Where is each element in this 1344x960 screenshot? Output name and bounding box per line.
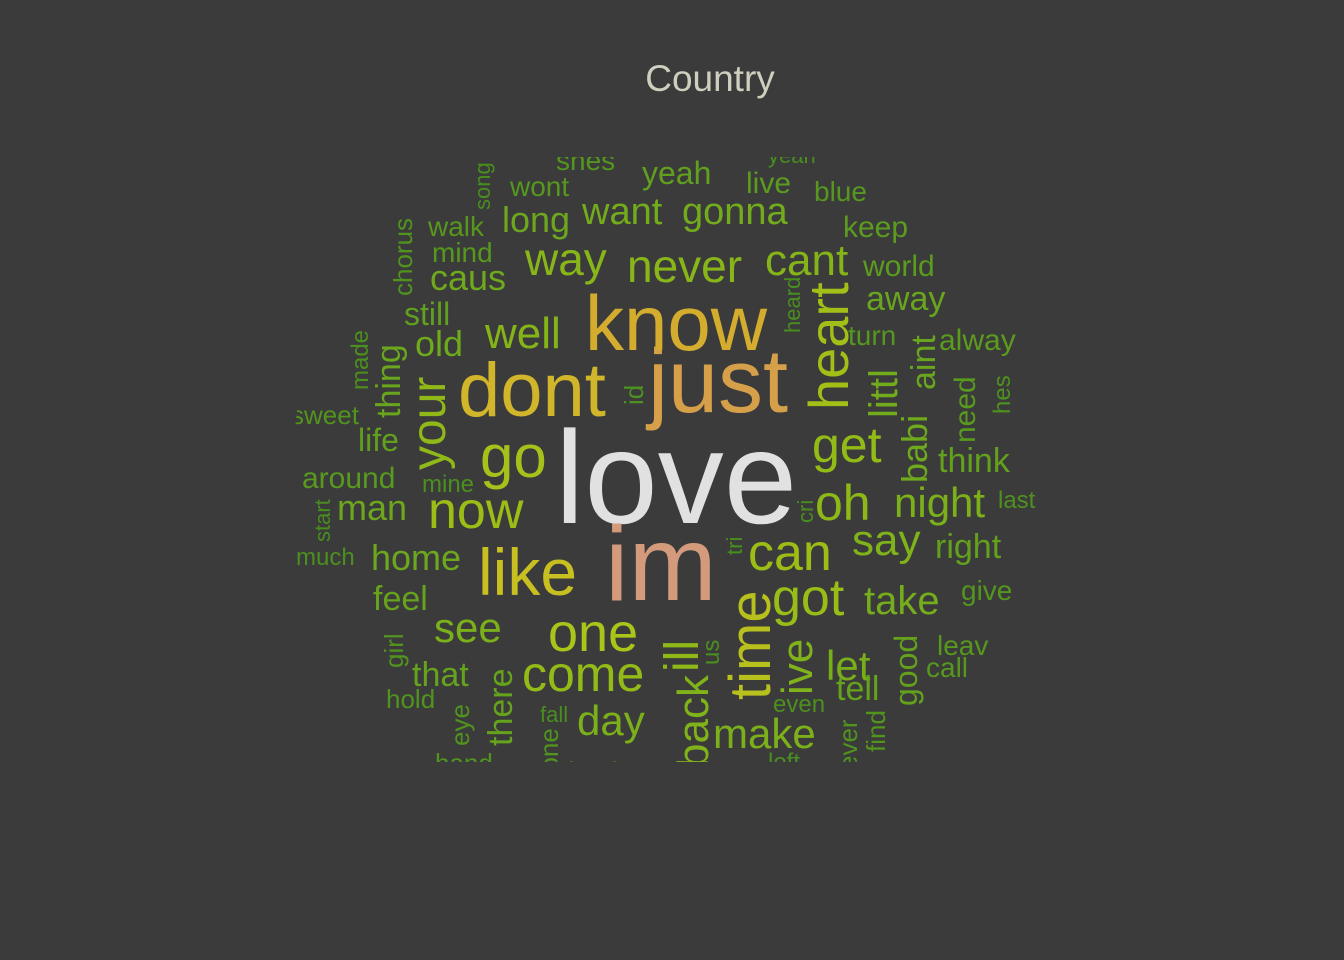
word-right: right: [935, 528, 1002, 566]
word-well: well: [484, 309, 561, 358]
word-eye: eye: [445, 704, 475, 746]
word-oh: oh: [815, 475, 871, 531]
word-want: want: [581, 191, 663, 233]
word-alway: alway: [939, 324, 1016, 357]
word-can: can: [748, 524, 832, 582]
word-life: life: [358, 422, 399, 458]
word-old: old: [415, 323, 463, 364]
word-chorus: chorus: [388, 218, 418, 296]
word-im: im: [605, 505, 717, 623]
word-get: get: [812, 417, 882, 473]
word-turn: turn: [848, 320, 896, 351]
word-let: let: [826, 642, 871, 689]
word-hold: hold: [386, 684, 435, 714]
word-dont: dont: [458, 348, 606, 433]
word-day: day: [577, 697, 645, 744]
word-night: night: [894, 479, 985, 526]
word-heart: heart: [797, 282, 860, 410]
word-girl: girl: [379, 633, 409, 668]
word-sweet: sweet: [291, 400, 360, 430]
word-make: make: [713, 710, 816, 757]
word-gone: gone: [534, 728, 564, 786]
word-hand: hand: [435, 748, 493, 778]
word-say: say: [852, 516, 920, 565]
word-world: world: [862, 250, 935, 283]
word-know: know: [585, 279, 768, 367]
word-even: even: [773, 691, 825, 718]
word-wont: wont: [509, 171, 569, 202]
word-thing: thing: [370, 344, 408, 418]
word-mine: mine: [422, 471, 474, 498]
word-just: just: [645, 332, 788, 432]
word-like: like: [478, 535, 577, 609]
word-ill: ill: [656, 640, 709, 672]
word-yeah: yeah: [768, 143, 816, 168]
word-feel: feel: [373, 580, 428, 618]
word-long: long: [502, 199, 570, 240]
word-one: one: [548, 603, 638, 663]
word-walk: walk: [427, 211, 485, 242]
word-man: man: [337, 487, 407, 528]
word-good: good: [888, 635, 924, 706]
word-there: there: [482, 669, 520, 747]
word-never: never: [627, 240, 742, 292]
word-still: still: [404, 296, 450, 332]
word-ever: ever: [833, 719, 863, 770]
word-look: look: [568, 756, 628, 792]
word-aint: aint: [905, 335, 943, 390]
word-live: live: [746, 167, 791, 200]
word-littl: littl: [862, 369, 906, 418]
word-go: go: [480, 423, 547, 490]
chart-title: Country: [645, 58, 775, 99]
word-babi: babi: [894, 415, 935, 483]
word-id: id: [619, 385, 649, 405]
word-way: way: [524, 233, 607, 285]
word-much: much: [296, 544, 355, 571]
word-give: give: [961, 575, 1012, 606]
word-need: need: [949, 376, 982, 443]
word-now: now: [428, 482, 524, 540]
word-got: got: [772, 569, 845, 627]
word-caus: caus: [430, 257, 506, 298]
word-find: find: [861, 710, 891, 752]
word-blue: blue: [814, 176, 867, 207]
word-us: us: [698, 640, 725, 665]
word-cant: cant: [765, 236, 848, 285]
word-made: made: [347, 330, 374, 390]
word-ive: ive: [773, 639, 822, 695]
word-take: take: [864, 579, 940, 623]
word-start: start: [310, 499, 335, 542]
word-see: see: [434, 604, 502, 651]
word-leav: leav: [937, 630, 988, 661]
word-back: back: [669, 674, 718, 768]
word-love: love: [555, 404, 797, 551]
word-left: left: [768, 749, 800, 776]
word-cri: cri: [793, 500, 818, 523]
word-gonna: gonna: [682, 191, 789, 233]
word-call: call: [926, 652, 968, 683]
word-away: away: [866, 280, 945, 318]
word-that: that: [412, 656, 469, 694]
word-tell: tell: [836, 670, 879, 708]
word-yeah: yeah: [642, 155, 711, 191]
word-song: song: [470, 162, 495, 210]
word-home: home: [371, 537, 461, 578]
word-mind: mind: [432, 237, 493, 268]
word-heard: heard: [780, 277, 805, 333]
word-your: your: [403, 377, 456, 470]
word-hes: hes: [989, 375, 1016, 414]
word-tri: tri: [722, 537, 747, 555]
word-shes: shes: [556, 145, 615, 176]
word-keep: keep: [843, 211, 908, 244]
word-around: around: [302, 462, 395, 495]
word-time: time: [718, 590, 783, 700]
word-fall: fall: [540, 702, 568, 727]
word-come: come: [522, 646, 644, 702]
word-last: last: [998, 487, 1036, 514]
word-think: think: [938, 442, 1011, 480]
